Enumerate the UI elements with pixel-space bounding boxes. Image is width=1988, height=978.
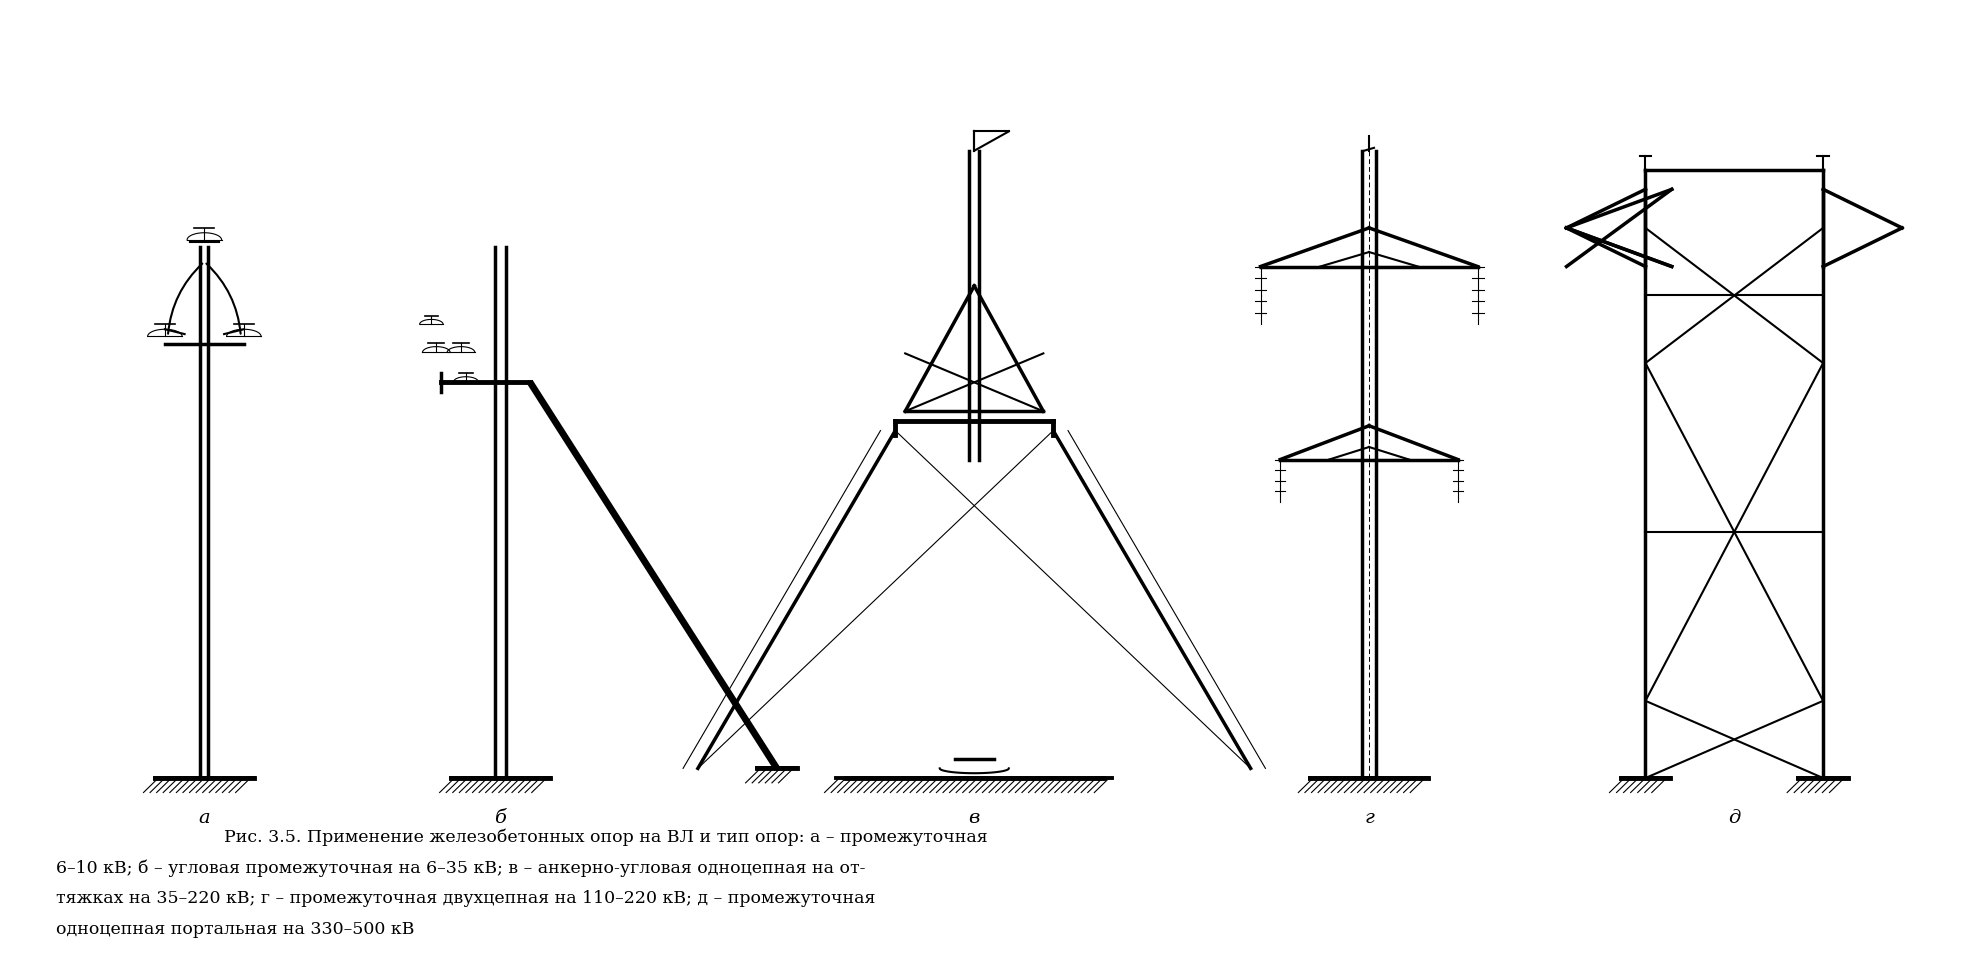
Text: б: б: [495, 808, 507, 825]
Text: в: в: [968, 808, 980, 825]
Text: тяжках на 35–220 кВ; г – промежуточная двухцепная на 110–220 кВ; д – промежуточн: тяжках на 35–220 кВ; г – промежуточная д…: [56, 889, 875, 907]
Text: г: г: [1364, 808, 1374, 825]
Text: а: а: [199, 808, 211, 825]
Text: Рис. 3.5. Применение железобетонных опор на ВЛ и тип опор: а – промежуточная: Рис. 3.5. Применение железобетонных опор…: [225, 827, 988, 845]
Text: 6–10 кВ; б – угловая промежуточная на 6–35 кВ; в – анкерно-угловая одноцепная на: 6–10 кВ; б – угловая промежуточная на 6–…: [56, 859, 867, 875]
Text: д: д: [1728, 808, 1740, 825]
Text: одноцепная портальная на 330–500 кВ: одноцепная портальная на 330–500 кВ: [56, 920, 415, 937]
